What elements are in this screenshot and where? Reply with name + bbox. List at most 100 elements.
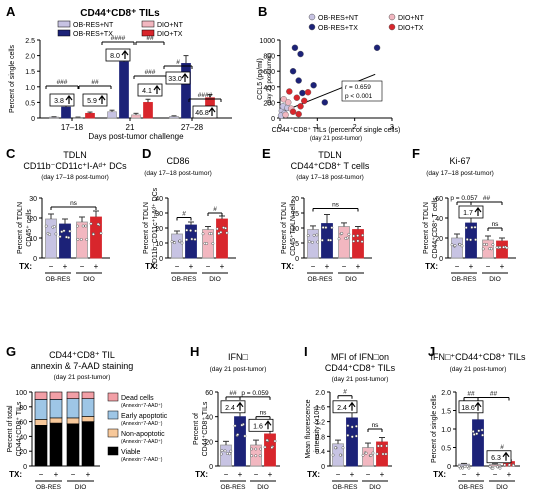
up-arrow-icon xyxy=(474,401,482,411)
stack-segment-viable xyxy=(81,421,95,467)
data-point xyxy=(236,433,240,437)
data-point xyxy=(474,238,478,242)
data-point xyxy=(211,242,215,245)
y-axis-label-2: CD44⁺CD8⁺ TILs xyxy=(202,401,209,456)
y-axis-label-2: CD45⁺ cells xyxy=(26,209,33,247)
tx-sign: + xyxy=(380,470,385,479)
data-point xyxy=(265,438,269,442)
y-tick-label: 1000 xyxy=(259,38,275,45)
data-point xyxy=(491,466,495,470)
up-arrow-icon xyxy=(264,420,272,430)
data-point xyxy=(201,232,205,236)
data-point xyxy=(228,452,232,456)
group-label-ob: OB-RES xyxy=(36,484,62,491)
sig-label: # xyxy=(182,211,186,218)
x-axis-label: CD44⁺CD8⁺ TILs (percent of single cells) xyxy=(272,127,401,134)
y-tick-label: 0 xyxy=(439,256,443,263)
tx-sign: − xyxy=(49,262,54,271)
legend-label: DIO+NT xyxy=(157,22,184,29)
fold-value: 2.4 xyxy=(225,405,235,412)
data-point xyxy=(91,232,95,236)
group-label-dio: DIO xyxy=(369,484,381,491)
sig-label: ## xyxy=(91,79,99,86)
panel-subtitle: annexin & 7-AAD staining xyxy=(31,361,134,371)
y-tick-label: 60 xyxy=(435,196,443,203)
data-point xyxy=(354,434,358,438)
y-tick-label: 20 xyxy=(19,449,27,456)
data-point xyxy=(291,44,299,51)
y-tick-label: 40 xyxy=(19,434,27,441)
fold-value: 4.1 xyxy=(142,88,152,95)
x-tick-label: 0 xyxy=(278,124,282,131)
x-axis-label-2: (day 21 post-tumor) xyxy=(310,136,362,142)
group-label-dio: DIO xyxy=(496,484,508,491)
stack-segment-nonapo xyxy=(66,417,80,425)
x-tick-label: 1 xyxy=(315,124,319,131)
sig-label: ns xyxy=(332,202,340,209)
tx-sign: + xyxy=(63,262,68,271)
legend-label: OB-RES+NT xyxy=(73,22,114,29)
fold-value: 6.3 xyxy=(491,455,501,462)
y-tick-label: 5 xyxy=(295,241,299,248)
data-point xyxy=(346,424,350,428)
data-point xyxy=(340,231,344,235)
panel-letter: C xyxy=(6,146,16,161)
data-point xyxy=(347,232,351,236)
group-label-dio: DIO xyxy=(83,276,95,283)
panel-subtitle: CD44⁺CD8⁺ T cells xyxy=(291,161,370,171)
panel-note: (day 21 post-tumor) xyxy=(450,366,507,373)
data-point xyxy=(465,238,469,241)
panel-letter: H xyxy=(190,344,199,359)
bar xyxy=(362,447,374,467)
data-point xyxy=(467,466,471,470)
tx-sign: − xyxy=(224,470,229,479)
data-point xyxy=(301,97,308,105)
x-axis-label: Days post-tumor challenge xyxy=(88,132,184,141)
legend-swatch xyxy=(57,20,71,28)
y-tick-label: 1.6 xyxy=(315,405,325,412)
panel-letter: A xyxy=(6,4,16,19)
data-point xyxy=(369,454,373,457)
tx-sign: + xyxy=(220,262,225,271)
fold-change-box: 33.0 xyxy=(165,71,191,85)
tx-sign: + xyxy=(86,470,91,479)
legend-label: DIO+NT xyxy=(398,15,425,22)
y-axis-label-2: CD44⁺CD8⁺ T cells xyxy=(432,197,439,259)
data-point xyxy=(220,449,224,453)
up-arrow-icon xyxy=(208,107,216,116)
sig-label: ns xyxy=(260,410,268,417)
data-point xyxy=(352,239,356,243)
data-point xyxy=(356,239,360,243)
data-point xyxy=(180,241,184,245)
y-tick-label: 0.5 xyxy=(441,446,451,453)
fold-value: 18.6 xyxy=(461,405,475,412)
bar xyxy=(472,419,484,467)
data-point xyxy=(329,238,333,242)
y-tick-label: 30 xyxy=(29,196,37,203)
sig-label: ns xyxy=(492,221,500,228)
tx-label: TX: xyxy=(145,262,158,271)
legend-swatch xyxy=(107,392,119,402)
data-point xyxy=(361,233,365,237)
bar xyxy=(143,102,153,119)
data-point xyxy=(477,429,481,433)
y-tick-label: 0 xyxy=(33,256,37,263)
data-point xyxy=(453,244,457,248)
legend-swatch xyxy=(57,29,71,37)
y-axis-label: Percent of TDLN xyxy=(143,202,150,254)
up-arrow-icon xyxy=(502,451,510,461)
data-point xyxy=(170,240,174,244)
sig-label: ## xyxy=(483,195,491,202)
tx-label: TX: xyxy=(281,262,294,271)
tx-sign: − xyxy=(39,470,44,479)
panel-b: B OB-RES+NT DIO+NT OB-RES+TX DIO+TX CCL5 (pg/… xyxy=(257,4,425,142)
data-point xyxy=(62,229,66,233)
bar xyxy=(181,63,191,119)
data-point xyxy=(461,466,465,470)
stack-segment-nonapo xyxy=(81,416,95,422)
data-point xyxy=(205,242,209,246)
tx-sign: − xyxy=(455,262,460,271)
data-point xyxy=(185,228,189,232)
bar xyxy=(61,106,71,119)
